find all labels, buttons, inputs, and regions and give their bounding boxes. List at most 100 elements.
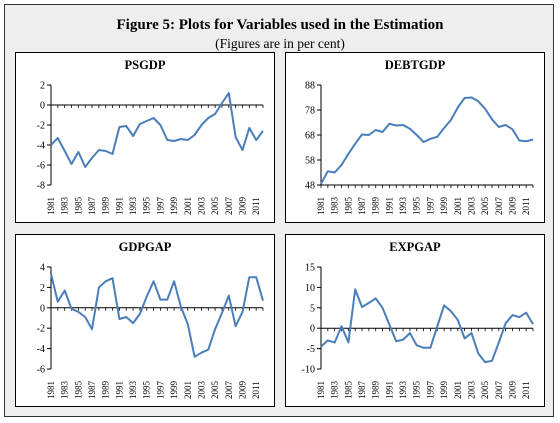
y-tick-label: 0 — [310, 324, 315, 335]
y-tick-label: -2 — [37, 324, 45, 335]
x-tick-label: 2011 — [251, 197, 261, 215]
y-tick-label: -4 — [37, 141, 45, 152]
y-tick-label: -2 — [37, 121, 45, 132]
x-tick-label: 2003 — [466, 381, 476, 400]
x-tick-label: 1993 — [398, 197, 408, 216]
x-tick-label: 2005 — [210, 381, 220, 400]
x-tick-label: 2009 — [237, 197, 247, 216]
chart-title: PSGDP — [125, 58, 166, 72]
x-tick-label: 2005 — [480, 381, 490, 400]
panel-frame — [15, 234, 275, 407]
x-tick-label: 2001 — [183, 197, 193, 215]
y-tick-label: 10 — [305, 283, 315, 294]
x-tick-label: 1981 — [46, 197, 56, 215]
chart-title: DEBTGDP — [385, 58, 446, 72]
x-tick-label: 1989 — [101, 197, 111, 216]
x-tick-label: 1993 — [128, 197, 138, 216]
x-tick-label: 1999 — [439, 381, 449, 400]
y-tick-label: 0 — [40, 303, 45, 314]
y-tick-label: 15 — [305, 263, 315, 274]
y-tick-label: 2 — [40, 283, 45, 294]
x-tick-label: 1999 — [169, 197, 179, 216]
x-tick-label: 1993 — [128, 381, 138, 400]
x-tick-label: 1983 — [60, 381, 70, 400]
chart-title: EXPGAP — [389, 240, 441, 254]
x-tick-label: 2003 — [196, 381, 206, 400]
x-tick-label: 1987 — [357, 197, 367, 216]
x-tick-label: 2001 — [183, 381, 193, 399]
x-tick-label: 1985 — [343, 197, 353, 216]
x-tick-label: 1995 — [412, 381, 422, 400]
x-tick-label: 1997 — [155, 197, 165, 216]
series-line — [50, 273, 264, 358]
x-tick-label: 1987 — [87, 197, 97, 216]
chart-gdpgap: GDPGAP -6 -4 -2 0 2 4 1981 1983 1985 1987 1989 1991 1… — [15, 234, 275, 407]
x-tick-label: 2011 — [251, 381, 261, 399]
x-tick-label: 2007 — [224, 197, 234, 216]
x-tick-label: 1981 — [316, 197, 326, 215]
x-tick-label: 1987 — [357, 381, 367, 400]
series-line — [50, 92, 264, 168]
x-tick-label: 2001 — [453, 197, 463, 215]
x-tick-label: 1989 — [101, 381, 111, 400]
x-tick-label: 1999 — [439, 197, 449, 216]
x-tick-label: 1995 — [142, 197, 152, 216]
x-tick-label: 1981 — [46, 381, 56, 399]
panel-frame — [285, 234, 545, 407]
x-tick-label: 1983 — [60, 197, 70, 216]
x-tick-label: 1989 — [371, 197, 381, 216]
x-tick-label: 2009 — [237, 381, 247, 400]
y-tick-label: -5 — [307, 344, 315, 355]
x-tick-label: 2007 — [224, 381, 234, 400]
figure-frame: Figure 5: Plots for Variables used in th… — [4, 4, 554, 417]
x-tick-label: 2003 — [196, 197, 206, 216]
x-tick-label: 1983 — [330, 381, 340, 400]
series-line — [320, 288, 534, 364]
panel-frame — [285, 52, 545, 223]
y-tick-label: 4 — [40, 263, 45, 274]
x-tick-label: 2007 — [494, 197, 504, 216]
x-tick-label: 2003 — [466, 197, 476, 216]
y-tick-label: 2 — [40, 81, 45, 92]
x-tick-label: 1991 — [114, 381, 124, 399]
y-tick-label: -6 — [37, 365, 45, 376]
x-tick-label: 1997 — [155, 381, 165, 400]
y-tick-label: 48 — [305, 181, 315, 192]
x-tick-label: 2011 — [521, 197, 531, 215]
chart-psgdp: PSGDP -8 -6 -4 -2 0 2 1981 1983 1985 1987 1989 1991 1… — [15, 52, 275, 223]
x-tick-label: 2005 — [210, 197, 220, 216]
x-tick-label: 1991 — [384, 381, 394, 399]
figure-subtitle: (Figures are in per cent) — [215, 36, 345, 51]
y-tick-label: 78 — [305, 106, 315, 117]
x-tick-label: 1991 — [384, 197, 394, 215]
series-line — [320, 96, 534, 185]
y-tick-label: -6 — [37, 161, 45, 172]
x-tick-label: 2011 — [521, 381, 531, 399]
y-tick-label: 0 — [40, 101, 45, 112]
x-tick-label: 1991 — [114, 197, 124, 215]
y-tick-label: -4 — [37, 344, 45, 355]
x-tick-label: 1997 — [425, 381, 435, 400]
x-tick-label: 1985 — [343, 381, 353, 400]
x-tick-label: 2001 — [453, 381, 463, 399]
x-tick-label: 1993 — [398, 381, 408, 400]
x-tick-label: 1999 — [169, 381, 179, 400]
y-tick-label: -8 — [37, 181, 45, 192]
x-tick-label: 1981 — [316, 381, 326, 399]
x-tick-label: 1985 — [73, 197, 83, 216]
y-tick-label: 58 — [305, 156, 315, 167]
x-tick-label: 1985 — [73, 381, 83, 400]
x-tick-label: 1983 — [330, 197, 340, 216]
x-tick-label: 1995 — [142, 381, 152, 400]
x-tick-label: 1989 — [371, 381, 381, 400]
y-tick-label: 88 — [305, 81, 315, 92]
chart-title: GDPGAP — [119, 240, 172, 254]
x-tick-label: 1997 — [425, 197, 435, 216]
x-tick-label: 2005 — [480, 197, 490, 216]
panel-frame — [15, 52, 275, 223]
y-tick-label: 68 — [305, 131, 315, 142]
x-tick-label: 2009 — [507, 381, 517, 400]
x-tick-label: 1987 — [87, 381, 97, 400]
